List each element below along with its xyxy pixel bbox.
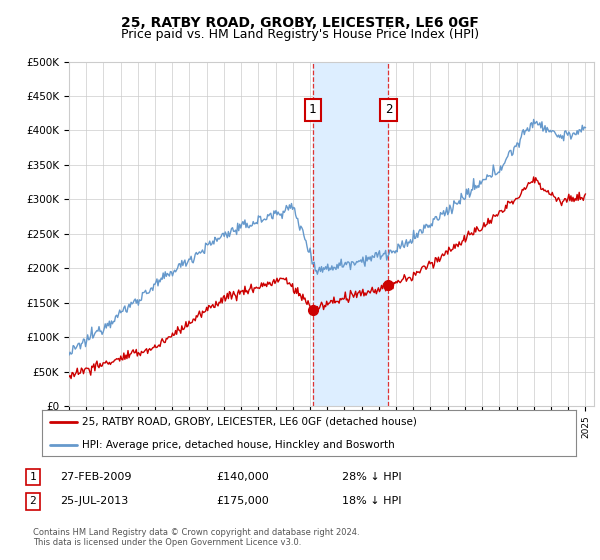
Text: Contains HM Land Registry data © Crown copyright and database right 2024.
This d: Contains HM Land Registry data © Crown c… bbox=[33, 528, 359, 547]
Text: £175,000: £175,000 bbox=[216, 496, 269, 506]
Text: HPI: Average price, detached house, Hinckley and Bosworth: HPI: Average price, detached house, Hinc… bbox=[82, 440, 395, 450]
Text: Price paid vs. HM Land Registry's House Price Index (HPI): Price paid vs. HM Land Registry's House … bbox=[121, 28, 479, 41]
Text: £140,000: £140,000 bbox=[216, 472, 269, 482]
Text: 1: 1 bbox=[309, 103, 316, 116]
Text: 18% ↓ HPI: 18% ↓ HPI bbox=[342, 496, 401, 506]
Text: 2: 2 bbox=[385, 103, 392, 116]
Bar bbox=[313, 62, 388, 406]
Text: 25-JUL-2013: 25-JUL-2013 bbox=[60, 496, 128, 506]
Text: 27-FEB-2009: 27-FEB-2009 bbox=[60, 472, 131, 482]
Text: 25, RATBY ROAD, GROBY, LEICESTER, LE6 0GF: 25, RATBY ROAD, GROBY, LEICESTER, LE6 0G… bbox=[121, 16, 479, 30]
Text: 25, RATBY ROAD, GROBY, LEICESTER, LE6 0GF (detached house): 25, RATBY ROAD, GROBY, LEICESTER, LE6 0G… bbox=[82, 417, 417, 427]
Text: 2: 2 bbox=[29, 496, 37, 506]
Text: 28% ↓ HPI: 28% ↓ HPI bbox=[342, 472, 401, 482]
Text: 1: 1 bbox=[29, 472, 37, 482]
